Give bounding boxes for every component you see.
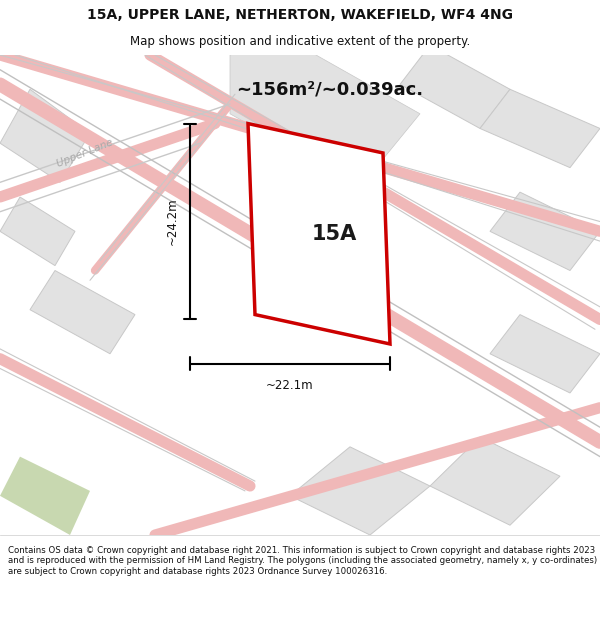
Text: Contains OS data © Crown copyright and database right 2021. This information is : Contains OS data © Crown copyright and d… (8, 546, 597, 576)
Text: Map shows position and indicative extent of the property.: Map shows position and indicative extent… (130, 35, 470, 48)
Polygon shape (30, 271, 135, 354)
Polygon shape (248, 124, 390, 344)
Polygon shape (400, 45, 510, 129)
Text: ~156m²/~0.039ac.: ~156m²/~0.039ac. (236, 80, 424, 98)
Polygon shape (490, 314, 600, 393)
Text: ~24.2m: ~24.2m (166, 198, 179, 246)
Text: ~22.1m: ~22.1m (266, 379, 314, 392)
Text: 15A: 15A (311, 224, 356, 244)
Text: 15A, UPPER LANE, NETHERTON, WAKEFIELD, WF4 4NG: 15A, UPPER LANE, NETHERTON, WAKEFIELD, W… (87, 8, 513, 22)
Polygon shape (0, 197, 75, 266)
Polygon shape (490, 192, 600, 271)
Polygon shape (230, 40, 420, 188)
Text: Upper Lane: Upper Lane (55, 137, 115, 169)
Polygon shape (480, 89, 600, 168)
Polygon shape (290, 447, 430, 535)
Polygon shape (430, 437, 560, 525)
Polygon shape (0, 89, 90, 182)
Polygon shape (0, 457, 90, 535)
